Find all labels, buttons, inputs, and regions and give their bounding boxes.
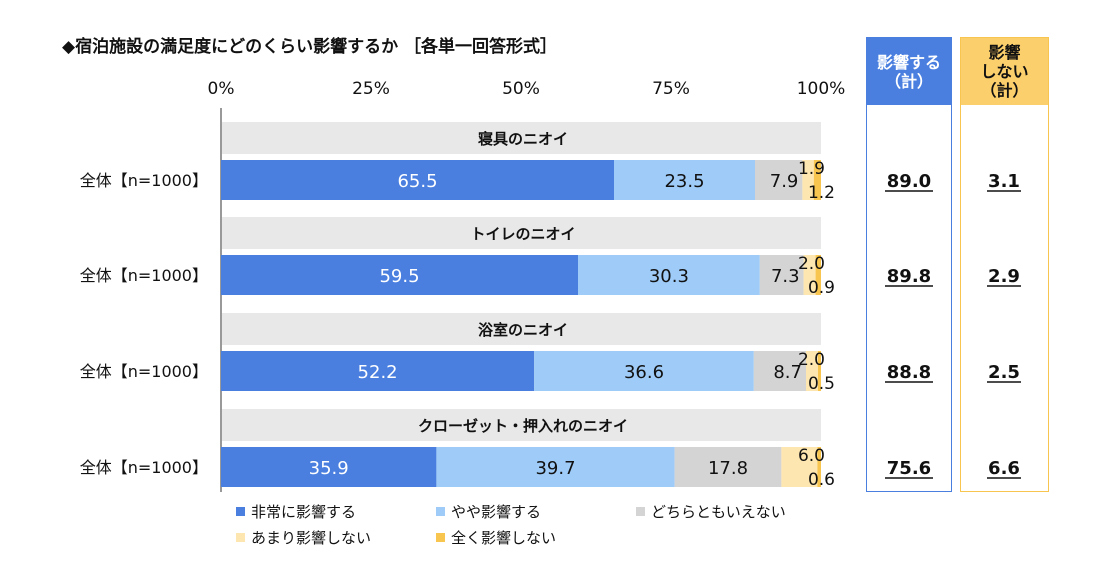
legend-item: やや影響する bbox=[436, 501, 541, 522]
data-label: 23.5 bbox=[664, 171, 704, 192]
bar-segment bbox=[674, 447, 782, 487]
data-label: 6.0 bbox=[798, 446, 825, 466]
no-affect-total-header: 影響 しない （計） bbox=[961, 38, 1048, 105]
affect-total-value: 88.8 bbox=[887, 362, 931, 383]
no-affect-header-line-2: しない bbox=[980, 62, 1029, 81]
legend-label: あまり影響しない bbox=[251, 529, 372, 547]
row-label: 全体【n=1000】 bbox=[80, 458, 208, 477]
data-label: 2.0 bbox=[798, 254, 825, 274]
row-label: 全体【n=1000】 bbox=[80, 362, 208, 381]
bar-segment bbox=[221, 255, 578, 295]
x-tick-label: 0% bbox=[208, 79, 235, 99]
group-label: トイレのニオイ bbox=[470, 225, 575, 243]
x-tick-label: 100% bbox=[797, 79, 846, 99]
no-affect-total-value: 3.1 bbox=[988, 171, 1020, 192]
legend-item: あまり影響しない bbox=[236, 527, 371, 548]
row-label: 全体【n=1000】 bbox=[80, 171, 208, 190]
data-label: 65.5 bbox=[397, 171, 437, 192]
bar-segment bbox=[436, 447, 675, 487]
affect-total-value: 89.0 bbox=[887, 171, 931, 192]
legend-label: やや影響する bbox=[451, 503, 542, 521]
data-label: 35.9 bbox=[309, 458, 349, 479]
affect-header-line-1: 影響する bbox=[876, 52, 941, 72]
group-band bbox=[222, 217, 821, 249]
group-band bbox=[222, 409, 821, 441]
legend-item: 非常に影響する bbox=[236, 501, 356, 522]
x-tick-label: 50% bbox=[502, 79, 540, 99]
group-label: クローゼット・押入れのニオイ bbox=[418, 417, 628, 435]
bar-segment bbox=[578, 255, 760, 295]
bar-segment bbox=[221, 160, 614, 200]
affect-total-value: 89.8 bbox=[887, 266, 931, 287]
legend-item: どちらともいえない bbox=[636, 501, 786, 522]
legend-swatch bbox=[436, 533, 445, 542]
data-label: 1.2 bbox=[808, 183, 835, 203]
bar-segment bbox=[221, 447, 437, 487]
group-label: 浴室のニオイ bbox=[478, 321, 568, 339]
legend-swatch bbox=[436, 507, 445, 516]
legend-label: 全く影響しない bbox=[451, 529, 557, 547]
bar-segment bbox=[815, 255, 821, 295]
x-tick-label: 75% bbox=[652, 79, 690, 99]
chart-title: ◆宿泊施設の満足度にどのくらい影響するか ［各単一回答形式］ bbox=[62, 37, 557, 57]
bar-segment bbox=[534, 351, 754, 391]
bar-segment bbox=[813, 160, 821, 200]
data-label: 0.6 bbox=[808, 470, 835, 490]
data-label: 36.6 bbox=[624, 362, 664, 383]
affect-total-value: 75.6 bbox=[887, 458, 931, 479]
data-label: 30.3 bbox=[649, 266, 689, 287]
x-tick-label: 25% bbox=[352, 79, 390, 99]
legend-swatch bbox=[236, 533, 245, 542]
data-label: 39.7 bbox=[535, 458, 575, 479]
bar-segment bbox=[221, 351, 535, 391]
legend-label: 非常に影響する bbox=[251, 503, 357, 521]
data-label: 52.2 bbox=[358, 362, 398, 383]
bar-segment bbox=[806, 351, 818, 391]
no-affect-total-column: 影響 しない （計） bbox=[960, 37, 1049, 492]
data-label: 0.5 bbox=[808, 374, 835, 394]
no-affect-total-value: 2.9 bbox=[988, 266, 1020, 287]
legend-label: どちらともいえない bbox=[651, 503, 786, 521]
bar-segment bbox=[802, 160, 814, 200]
legend-item: 全く影響しない bbox=[436, 527, 556, 548]
data-label: 2.0 bbox=[798, 350, 825, 370]
legend-swatch bbox=[236, 507, 245, 516]
no-affect-total-value: 6.6 bbox=[988, 458, 1020, 479]
bar-segment bbox=[818, 351, 821, 391]
affect-header-line-2: （計） bbox=[884, 71, 933, 91]
data-label: 0.9 bbox=[808, 278, 835, 298]
data-label: 17.8 bbox=[708, 458, 748, 479]
no-affect-header-line-1: 影響 bbox=[988, 43, 1021, 62]
affect-total-column: 影響する （計） bbox=[866, 37, 952, 492]
data-label: 59.5 bbox=[379, 266, 419, 287]
bar-segment bbox=[803, 255, 816, 295]
data-label: 8.7 bbox=[773, 362, 802, 383]
bar-segment bbox=[759, 255, 804, 295]
bar-segment bbox=[817, 447, 821, 487]
group-band bbox=[222, 313, 821, 345]
bar-segment bbox=[755, 160, 803, 200]
no-affect-header-line-3: （計） bbox=[980, 81, 1029, 100]
legend-swatch bbox=[636, 507, 645, 516]
no-affect-total-value: 2.5 bbox=[988, 362, 1020, 383]
group-band bbox=[222, 122, 821, 154]
group-label: 寝具のニオイ bbox=[478, 130, 568, 148]
bar-segment bbox=[614, 160, 755, 200]
affect-total-header: 影響する （計） bbox=[867, 38, 951, 105]
bar-segment bbox=[753, 351, 806, 391]
row-label: 全体【n=1000】 bbox=[80, 266, 208, 285]
data-label: 7.3 bbox=[771, 266, 800, 287]
data-label: 7.9 bbox=[770, 171, 799, 192]
data-label: 1.9 bbox=[798, 159, 825, 179]
bar-segment bbox=[781, 447, 818, 487]
